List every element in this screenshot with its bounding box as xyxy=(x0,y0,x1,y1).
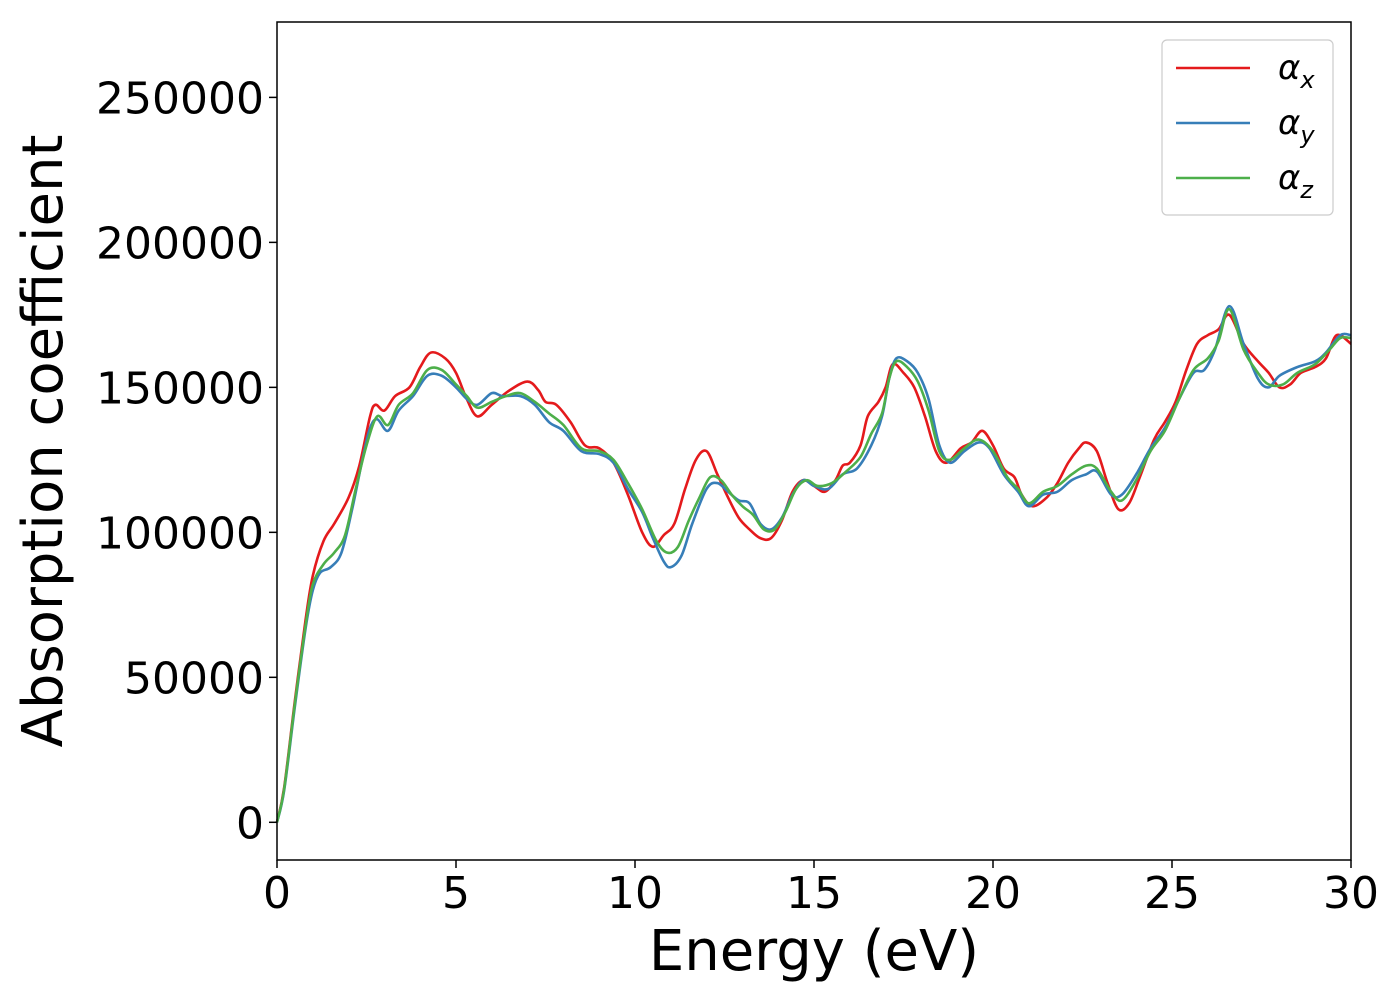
series-line-x xyxy=(275,313,1352,823)
series-line-y xyxy=(275,304,1352,823)
x-tick-label: 0 xyxy=(263,868,291,919)
x-tick-label: 5 xyxy=(442,868,470,919)
x-axis: 0 5 10 15 20 25 30 xyxy=(263,860,1379,919)
legend-subscript-x: x xyxy=(1299,66,1315,94)
series-line-z xyxy=(275,307,1352,823)
legend-subscript-y: y xyxy=(1299,121,1315,149)
y-tick-label: 250000 xyxy=(96,73,264,124)
legend-label-z: αz xyxy=(1278,158,1314,204)
x-axis-title: Energy (eV) xyxy=(649,919,979,984)
y-tick-label: 150000 xyxy=(96,363,264,414)
y-axis-title: Absorption coefficient xyxy=(11,135,76,748)
series-layer xyxy=(275,304,1352,823)
x-tick-label: 20 xyxy=(965,868,1021,919)
y-tick-label: 50000 xyxy=(124,653,264,704)
x-tick-label: 30 xyxy=(1323,868,1379,919)
y-tick-label: 200000 xyxy=(96,218,264,269)
y-tick-label: 100000 xyxy=(96,508,264,559)
legend-subscript-z: z xyxy=(1299,176,1314,204)
x-tick-label: 15 xyxy=(786,868,842,919)
legend-box xyxy=(1161,39,1334,216)
y-axis: 0 50000 100000 150000 200000 250000 xyxy=(96,73,277,849)
x-tick-label: 25 xyxy=(1144,868,1200,919)
x-tick-label: 10 xyxy=(607,868,663,919)
y-tick-label: 0 xyxy=(236,798,264,849)
